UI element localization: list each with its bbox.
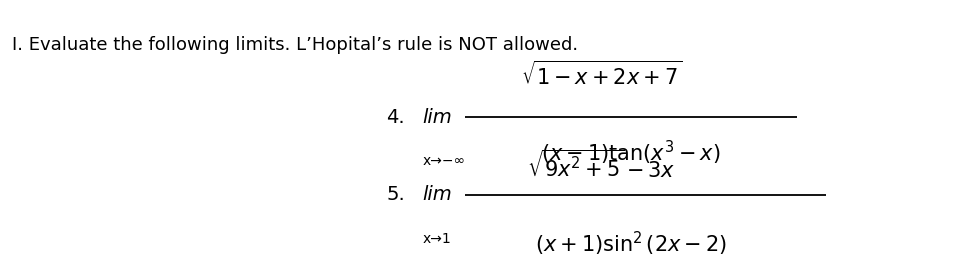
Text: 4.: 4. [386,108,404,127]
Text: x→1: x→1 [422,232,450,246]
Text: $\sqrt{9x^2+5}-3x$: $\sqrt{9x^2+5}-3x$ [527,150,675,182]
Text: lim: lim [422,108,451,127]
Text: lim: lim [422,185,451,204]
Text: x→−∞: x→−∞ [422,155,465,168]
Text: $\sqrt{1-x+2x+7}$: $\sqrt{1-x+2x+7}$ [521,60,681,89]
Text: $(x+1)\sin^2(2x-2)$: $(x+1)\sin^2(2x-2)$ [534,230,726,258]
Text: I. Evaluate the following limits. L’Hopital’s rule is NOT allowed.: I. Evaluate the following limits. L’Hopi… [12,36,577,54]
Text: 5.: 5. [386,185,404,204]
Text: $(x-1)\tan(x^3-x)$: $(x-1)\tan(x^3-x)$ [540,139,720,167]
